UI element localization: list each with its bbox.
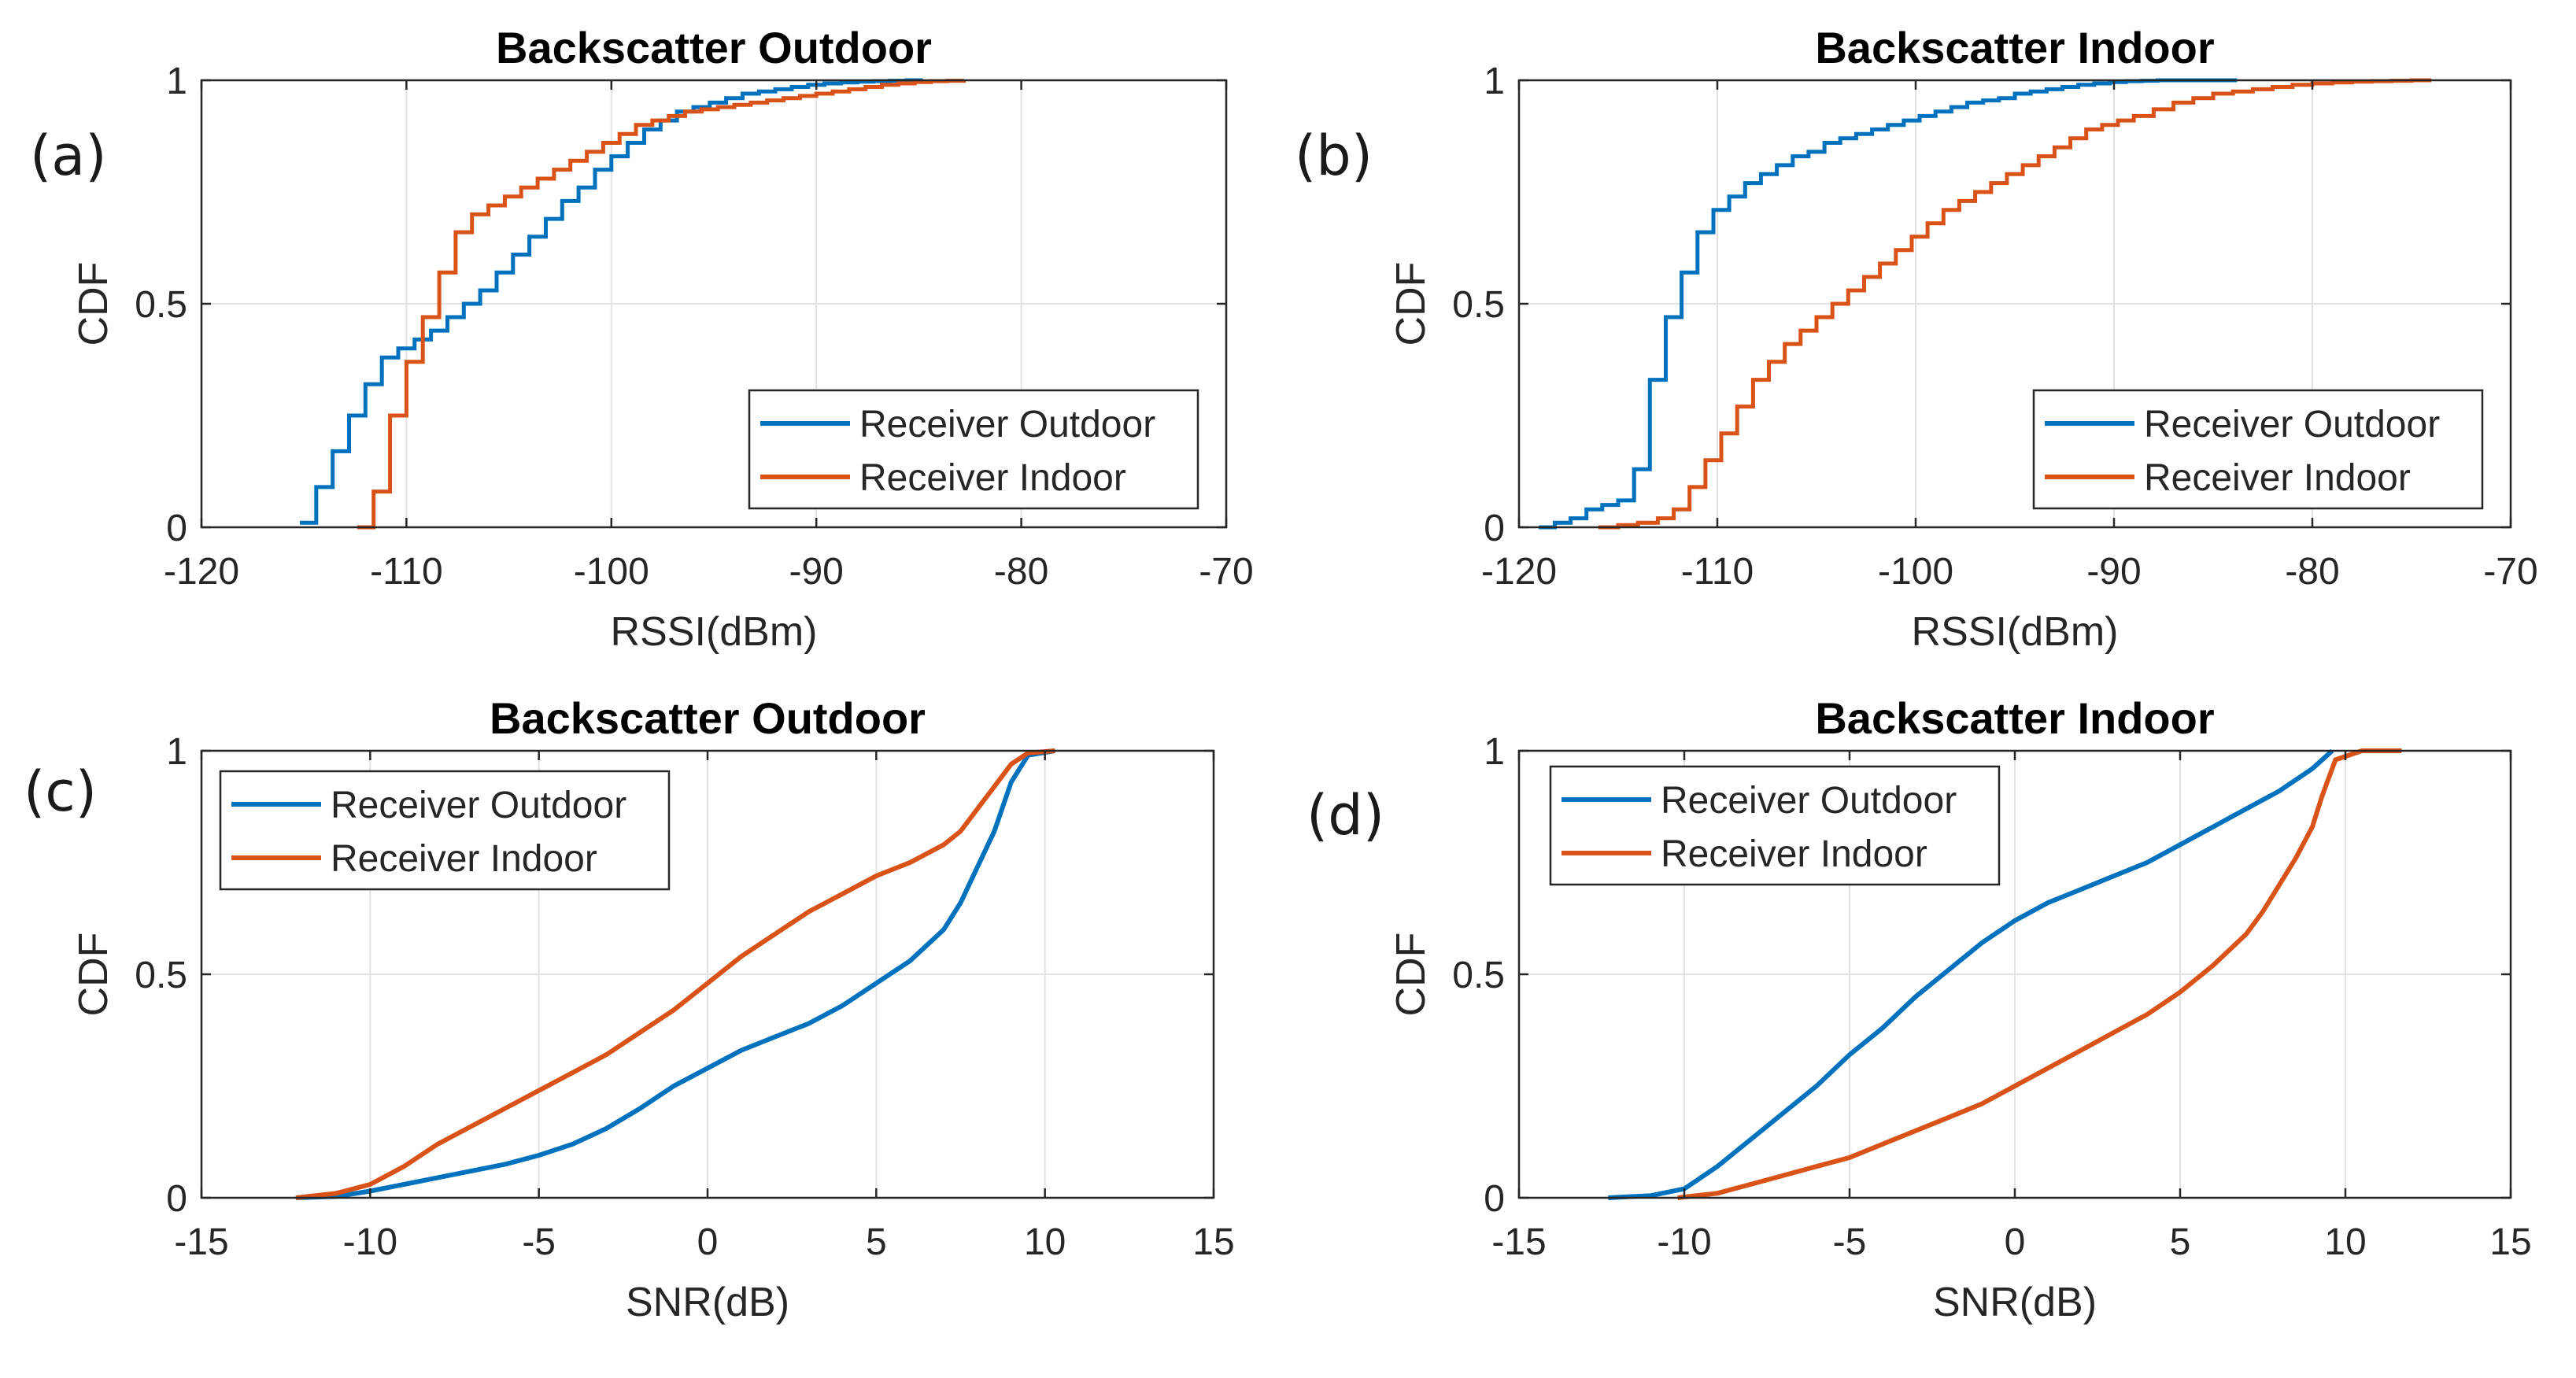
y-tick-label: 0 (1484, 508, 1505, 549)
x-tick-label: 5 (2170, 1221, 2191, 1263)
y-tick-label: 0 (166, 1178, 187, 1220)
x-tick-label: 10 (2324, 1221, 2366, 1263)
legend-box (748, 389, 1199, 510)
legend-label: Receiver Outdoor (859, 404, 1155, 445)
x-tick-label: -120 (1481, 551, 1557, 593)
y-tick-label: 0.5 (1452, 955, 1505, 996)
y-axis-label: CDF (1388, 262, 1434, 346)
x-axis-label: RSSI(dBm) (1912, 609, 2119, 655)
x-axis-label: SNR(dB) (1933, 1280, 2097, 1325)
panel-letter: (c) (24, 759, 97, 824)
x-tick-label: 10 (1024, 1221, 1066, 1263)
legend-box (2032, 389, 2484, 510)
x-tick-label: -15 (174, 1221, 228, 1263)
y-tick-label: 0 (1484, 1178, 1505, 1220)
x-tick-label: -70 (2483, 551, 2537, 593)
series-line-receiver-outdoor (1539, 78, 2238, 530)
y-tick-label: 1 (166, 61, 187, 102)
legend-label: Receiver Indoor (1661, 833, 1927, 875)
x-tick-label: -110 (370, 551, 443, 593)
x-tick-label: -70 (1199, 551, 1253, 593)
panel-d: -15 -10 -5 0 5 10 15 0 0.5 1 Backscatter Indoor SNR… (1306, 693, 2532, 1325)
legend-label: Receiver Outdoor (331, 785, 626, 826)
legend-label: Receiver Outdoor (1661, 780, 1957, 822)
legend-box (1549, 765, 2001, 886)
y-tick-label: 0.5 (1452, 284, 1505, 326)
y-tick-label: 1 (166, 731, 187, 773)
legend-box (219, 770, 671, 891)
x-tick-label: -90 (789, 551, 844, 593)
series-line-receiver-indoor (357, 79, 966, 530)
y-tick-label: 0.5 (135, 955, 187, 996)
chart-title: Backscatter Indoor (1815, 23, 2214, 72)
legend-label: Receiver Outdoor (2144, 404, 2440, 445)
chart-title: Backscatter Outdoor (496, 23, 932, 72)
series-line-receiver-indoor (295, 748, 1055, 1200)
x-tick-label: -15 (1491, 1221, 1546, 1263)
x-tick-label: 15 (1192, 1221, 1234, 1263)
x-tick-label: 15 (2489, 1221, 2531, 1263)
x-tick-label: -100 (574, 551, 649, 593)
x-tick-label: -80 (2285, 551, 2339, 593)
panel-b: -120 -110 -100 -90 -80 -70 0 0.5 1 Backscatter In… (1295, 23, 2538, 655)
x-tick-label: -90 (2086, 551, 2141, 593)
panel-letter: (d) (1306, 783, 1384, 848)
x-tick-label: -10 (343, 1221, 397, 1263)
series-line-receiver-outdoor (295, 748, 1055, 1200)
x-tick-label: -110 (1681, 551, 1754, 593)
series-line-receiver-indoor (1598, 78, 2432, 530)
legend-label: Receiver Indoor (331, 838, 597, 880)
panel-letter: (b) (1295, 124, 1373, 188)
panel-a: -120 -110 -100 -90 -80 -70 0 0.5 1 Backscatter Ou… (30, 23, 1254, 655)
x-tick-label: 5 (866, 1221, 887, 1263)
x-tick-label: -10 (1657, 1221, 1711, 1263)
y-axis-label: CDF (1388, 933, 1434, 1017)
y-tick-label: 0 (166, 508, 187, 549)
legend-label: Receiver Indoor (2144, 457, 2411, 499)
y-axis-label: CDF (71, 933, 116, 1017)
panel-letter: (a) (30, 124, 107, 188)
y-axis-label: CDF (71, 262, 116, 346)
x-tick-label: 0 (2005, 1221, 2026, 1263)
panel-c: -15 -10 -5 0 5 10 15 0 0.5 1 Backscatter Outdoor SN… (24, 693, 1235, 1325)
x-tick-label: -80 (994, 551, 1048, 593)
x-axis-label: RSSI(dBm) (611, 609, 818, 655)
x-tick-label: 0 (697, 1221, 719, 1263)
x-tick-label: -5 (522, 1221, 556, 1263)
y-tick-label: 1 (1484, 61, 1505, 102)
chart-title: Backscatter Outdoor (490, 693, 926, 743)
x-tick-label: -120 (164, 551, 239, 593)
chart-title: Backscatter Indoor (1815, 693, 2214, 743)
y-tick-label: 1 (1484, 731, 1505, 773)
legend-label: Receiver Indoor (859, 457, 1126, 499)
y-tick-label: 0.5 (135, 284, 187, 326)
series-line-receiver-indoor (1677, 748, 2402, 1200)
series-line-receiver-outdoor (1608, 748, 2334, 1200)
x-tick-label: -5 (1833, 1221, 1867, 1263)
x-tick-label: -100 (1878, 551, 1953, 593)
x-axis-label: SNR(dB) (626, 1280, 789, 1325)
